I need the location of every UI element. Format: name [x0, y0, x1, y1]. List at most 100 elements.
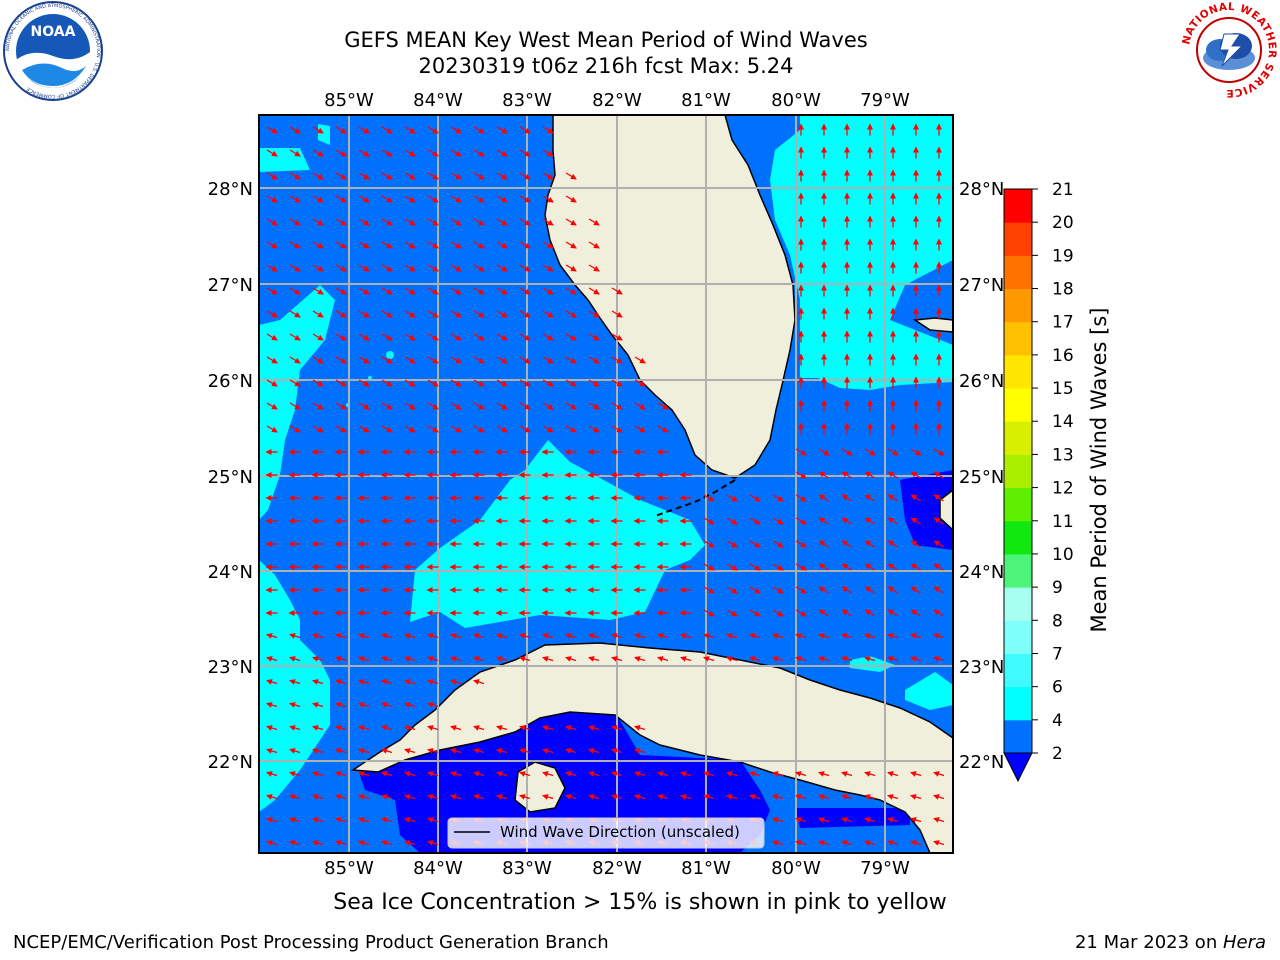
lon-label-top: 81°W: [681, 90, 731, 111]
wind-wave-arrow: [726, 586, 738, 594]
wind-wave-arrow: [542, 633, 554, 639]
wind-wave-arrow: [289, 748, 301, 754]
wind-wave-arrow: [358, 333, 370, 341]
legend-label: Wind Wave Direction (unscaled): [500, 823, 740, 841]
wind-wave-arrow: [266, 679, 278, 685]
map-title: GEFS MEAN Key West Mean Period of Wind W…: [344, 28, 868, 52]
wind-wave-arrow: [381, 149, 393, 157]
wind-wave-arrow: [335, 656, 347, 662]
map-legend: Wind Wave Direction (unscaled): [447, 817, 765, 849]
wind-wave-arrow: [289, 172, 301, 180]
wind-wave-arrow: [933, 771, 945, 777]
wind-wave-arrow: [887, 794, 899, 800]
colorbar-tick-label: 14: [1052, 412, 1074, 432]
wind-wave-arrow: [404, 218, 416, 226]
wind-wave-arrow: [772, 771, 784, 777]
lon-label-top: 85°W: [324, 90, 374, 111]
wind-wave-arrow: [818, 609, 829, 617]
wind-wave-arrow: [427, 126, 439, 134]
wind-wave-arrow: [358, 287, 370, 295]
wind-wave-arrow: [358, 679, 370, 685]
wind-wave-arrow: [634, 402, 646, 410]
wind-wave-arrow: [772, 609, 784, 617]
wind-wave-arrow: [335, 402, 347, 410]
wind-wave-arrow: [450, 379, 462, 387]
wind-wave-arrow: [266, 218, 278, 226]
footer-date-text: 21 Mar 2023 on: [1074, 932, 1223, 953]
wind-wave-arrow: [266, 310, 278, 318]
wind-wave-arrow: [496, 379, 508, 387]
wind-wave-arrow: [335, 633, 347, 639]
wind-wave-arrow: [266, 287, 278, 295]
wind-wave-arrow: [358, 725, 370, 731]
wind-wave-arrow: [772, 517, 784, 525]
wind-wave-arrow: [381, 771, 393, 777]
lat-label-right: 22°N: [959, 752, 1004, 773]
wind-wave-arrow: [358, 656, 370, 662]
wind-wave-arrow: [335, 310, 347, 318]
wind-wave-arrow: [565, 241, 577, 249]
colorbar-swatch: [1004, 454, 1032, 489]
wind-wave-arrow: [634, 633, 646, 639]
wind-wave-arrow: [565, 172, 577, 180]
wind-wave-arrow: [427, 218, 439, 226]
wind-wave-arrow: [519, 149, 531, 157]
wind-wave-arrow: [404, 379, 416, 387]
map-frame: [258, 114, 954, 854]
wind-wave-arrow: [542, 218, 554, 226]
wind-wave-arrow: [358, 817, 370, 823]
wind-wave-arrow: [542, 425, 554, 433]
wind-wave-arrow: [818, 656, 830, 662]
wind-wave-arrow: [864, 794, 876, 800]
wind-wave-arrow: [910, 840, 922, 846]
wind-wave-arrow: [473, 771, 485, 777]
wind-wave-arrow: [312, 633, 324, 639]
wind-wave-arrow: [519, 333, 531, 341]
wind-wave-arrow: [611, 725, 623, 731]
wind-wave-arrow: [749, 794, 761, 800]
wind-wave-arrow: [565, 333, 577, 341]
colorbar-swatch: [1004, 487, 1032, 522]
wind-wave-arrow: [404, 425, 416, 433]
wind-wave-arrow: [312, 379, 324, 387]
wind-wave-arrow: [473, 633, 485, 639]
wind-wave-arrow: [542, 379, 554, 387]
wind-wave-arrow: [335, 771, 347, 777]
wind-wave-arrow: [427, 771, 439, 777]
wind-wave-arrow: [864, 840, 876, 846]
wind-wave-arrow: [519, 633, 531, 639]
wind-wave-arrow: [496, 771, 508, 777]
footer-date: 21 Mar 2023 on Hera: [1075, 931, 1266, 955]
wind-wave-arrow: [749, 540, 761, 548]
wind-wave-arrow: [335, 218, 347, 226]
wind-wave-arrow: [887, 817, 899, 823]
wind-wave-arrow: [450, 425, 462, 433]
wind-wave-arrow: [473, 333, 485, 341]
wind-wave-arrow: [519, 748, 531, 754]
wind-wave-arrow: [634, 379, 646, 387]
wind-wave-arrow: [772, 817, 784, 823]
wind-wave-arrow: [312, 149, 324, 157]
wind-wave-arrow: [473, 748, 485, 754]
wind-wave-arrow: [795, 840, 807, 846]
wind-wave-arrow: [427, 310, 439, 318]
wind-wave-arrow: [427, 633, 439, 639]
lon-label-bottom: 85°W: [324, 858, 374, 879]
colorbar-swatch: [1004, 288, 1032, 323]
wind-wave-arrow: [312, 310, 324, 318]
wind-wave-arrow: [703, 771, 715, 777]
wind-wave-arrow: [266, 725, 278, 731]
lon-label-bottom: 84°W: [413, 858, 463, 879]
wind-wave-arrow: [519, 172, 531, 180]
wind-wave-arrow: [381, 817, 393, 823]
wind-wave-arrow: [611, 333, 623, 341]
wind-wave-arrow: [381, 379, 393, 387]
wind-wave-arrow: [841, 563, 852, 571]
wind-wave-arrow: [841, 517, 852, 525]
colorbar-tick-label: 9: [1052, 578, 1063, 598]
colorbar-swatch: [1004, 388, 1032, 422]
wind-wave-arrow: [887, 656, 899, 662]
wind-wave-arrow: [542, 794, 554, 800]
wind-wave-arrow: [841, 494, 852, 502]
wind-wave-arrow: [818, 633, 830, 639]
